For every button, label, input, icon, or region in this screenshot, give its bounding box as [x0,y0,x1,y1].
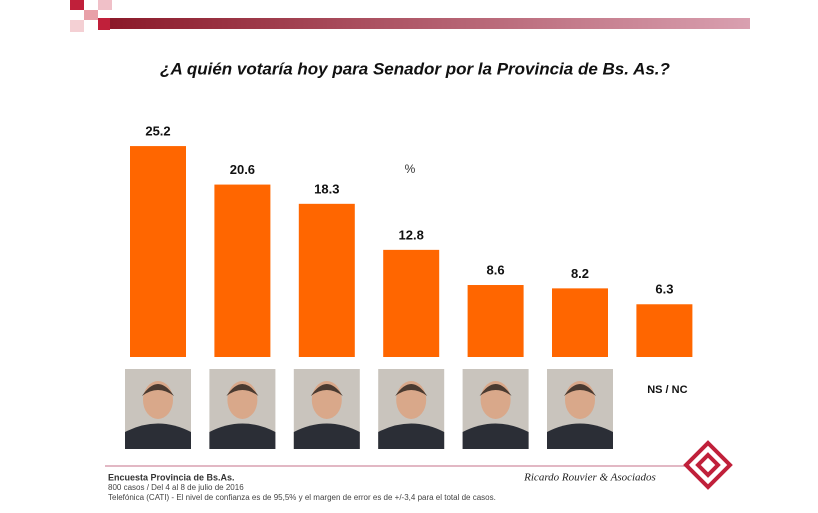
value-label: 8.6 [487,262,505,277]
chart-title: ¿A quién votaría hoy para Senador por la… [160,59,670,78]
candidate-photo [462,369,529,449]
photo-suit [209,423,276,449]
bar [636,304,693,357]
unit-annotation: % [405,162,416,176]
photo-hair [564,384,596,396]
photo-hair [395,384,428,396]
photo-suit [462,423,529,449]
value-label: 6.3 [655,282,673,297]
value-label: 25.2 [145,124,170,139]
header-logo [70,0,112,32]
bar [298,203,355,357]
photo-suit [378,423,445,449]
bar [214,184,271,357]
value-label: 20.6 [230,162,255,177]
photo-suit [547,423,613,449]
value-label: 18.3 [314,181,339,196]
photo-hair [142,384,174,396]
footer-sample: 800 casos / Del 4 al 8 de julio de 2016 [108,483,244,492]
candidate-photo [125,369,191,449]
photo-suit [125,423,191,449]
photo-hair [479,384,512,396]
photo-hair [310,384,343,396]
candidate-photo [378,369,445,449]
photo-hair [226,384,259,396]
bar [130,146,186,357]
value-label: 8.2 [571,266,589,281]
bar [467,285,524,357]
photo-suit [293,423,360,449]
value-label: 12.8 [399,227,424,242]
brand-logo [683,440,733,490]
candidate-photo [293,369,360,449]
footer-brand: Ricardo Rouvier & Asociados [523,472,656,484]
candidate-photo [209,369,276,449]
footer-survey: Encuesta Provincia de Bs.As. [108,472,235,482]
candidate-photo [547,369,613,449]
bar [383,249,440,357]
footer-method: Telefónica (CATI) - El nivel de confianz… [108,493,496,502]
bar [552,288,608,357]
category-label: NS / NC [647,384,687,396]
header-bar [110,18,750,29]
